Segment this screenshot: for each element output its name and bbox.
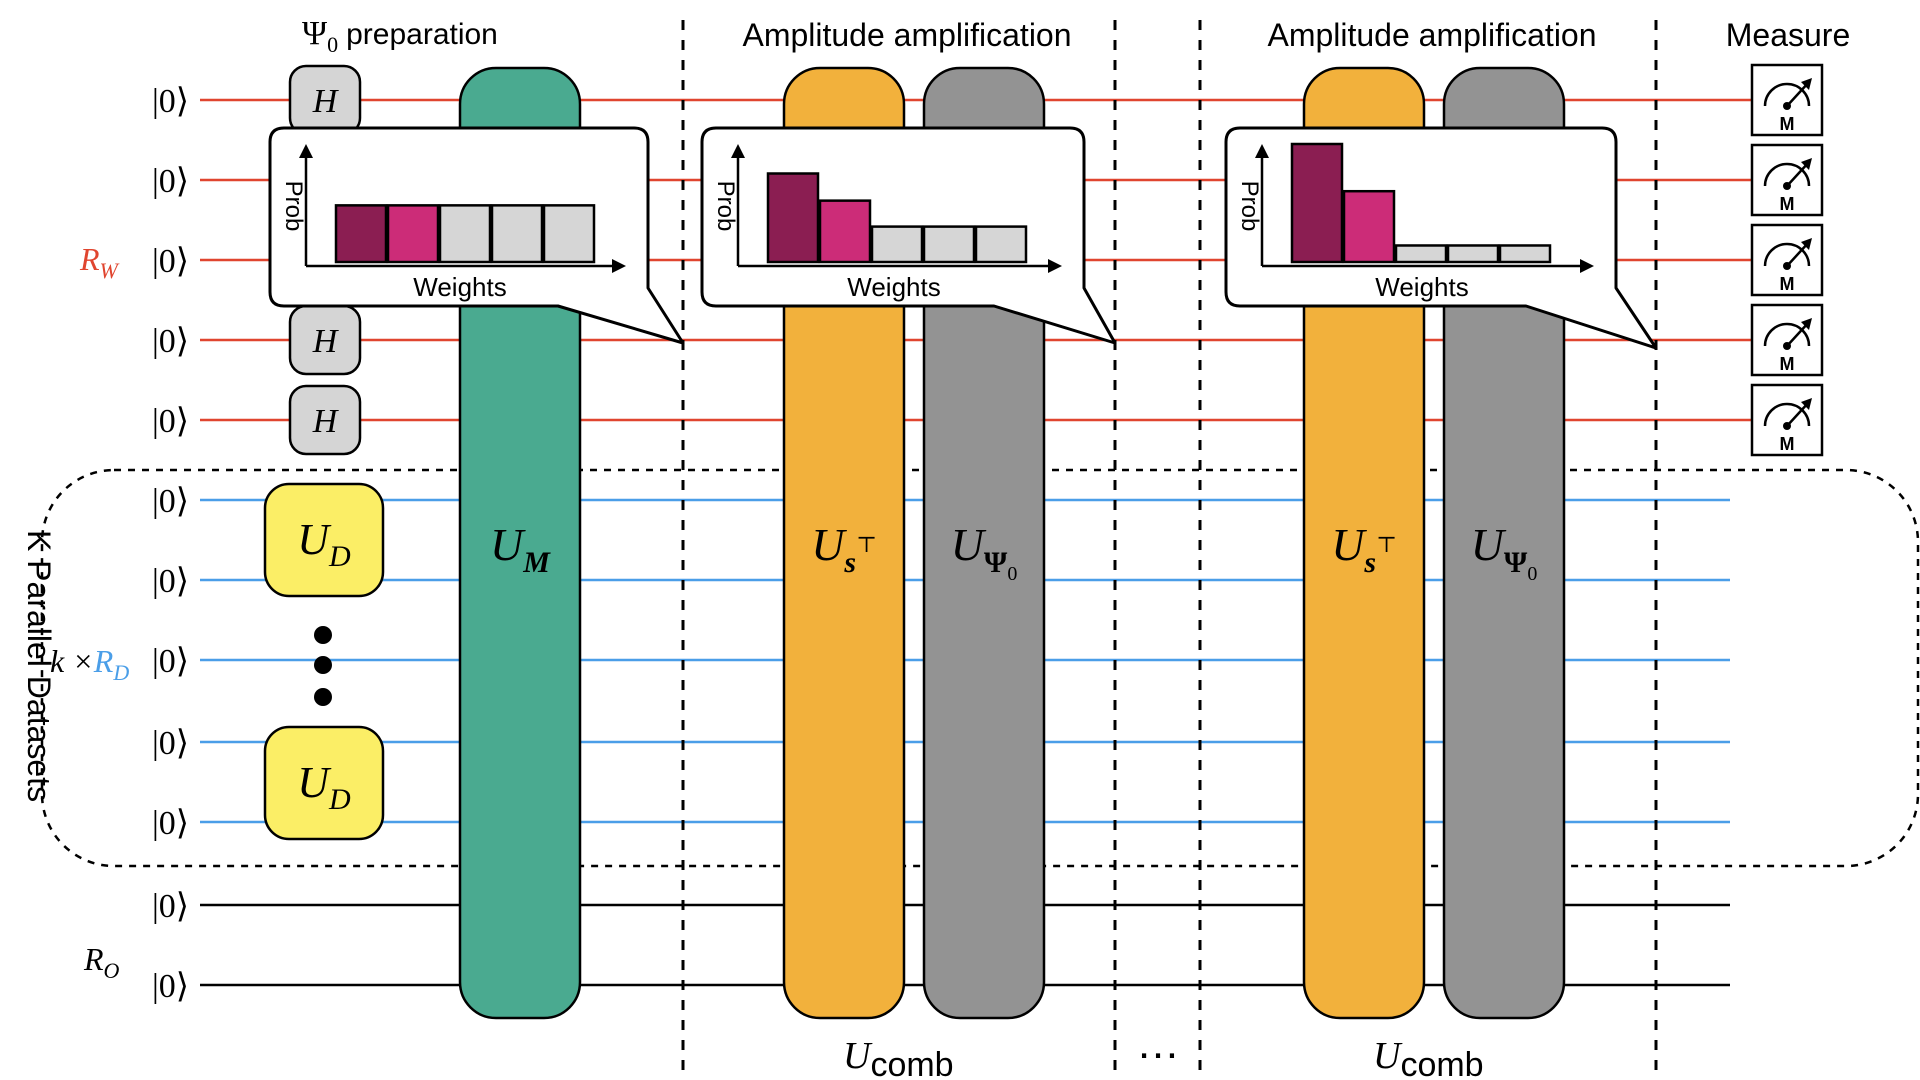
histogram-callout: Prob Weights	[268, 126, 685, 345]
svg-text:M: M	[1780, 274, 1795, 294]
measurement-meter-icon: M	[1750, 63, 1824, 137]
gate-label: Us⊤	[811, 519, 877, 579]
svg-text:M: M	[1780, 434, 1795, 454]
x-axis-label: Weights	[847, 272, 940, 302]
measurement-meter-icon: M	[1750, 383, 1824, 457]
histogram-bar	[542, 204, 596, 264]
register-label-rd: k ×RD	[50, 643, 129, 685]
histogram-bar	[1290, 142, 1344, 264]
y-axis-label: Prob	[1236, 181, 1263, 232]
ket-zero: |0⟩	[152, 888, 189, 925]
dot	[314, 656, 332, 674]
measurement-meter-icon: M	[1750, 223, 1824, 297]
measurement-meter-icon: M	[1750, 303, 1824, 377]
vertical-ellipsis-dots	[314, 626, 332, 706]
callouts: Prob Weights Prob Weights Prob Weights	[268, 126, 1658, 350]
amp-amplification-header-2: Amplitude amplification	[1267, 17, 1596, 53]
histogram-bar	[386, 204, 440, 264]
ket-zero: |0⟩	[152, 483, 189, 520]
ket-zero: |0⟩	[152, 563, 189, 600]
amp-amplification-header-1: Amplitude amplification	[742, 17, 1071, 53]
meters: M M M M M	[1750, 63, 1824, 457]
ket-zero: |0⟩	[152, 725, 189, 762]
histogram-bar	[1446, 244, 1500, 264]
histogram-bar	[1394, 244, 1448, 264]
measure-header: Measure	[1726, 17, 1851, 53]
gate-h: H	[288, 384, 362, 456]
small-gates: H H H UD UD	[263, 64, 385, 841]
measurement-meter-icon: M	[1750, 143, 1824, 217]
ket-zero: |0⟩	[152, 968, 189, 1005]
section-dividers	[681, 20, 1658, 1075]
y-axis-label: Prob	[712, 181, 739, 232]
register-label-ro: RO	[83, 941, 120, 983]
y-axis-label: Prob	[280, 181, 307, 232]
ket-zero: |0⟩	[152, 643, 189, 680]
histogram-bar	[870, 225, 924, 264]
gate-label: UΨ0	[1471, 519, 1538, 585]
ucomb-label-1: Ucomb	[843, 1035, 954, 1080]
histogram-bar	[438, 204, 492, 264]
histogram-bar	[766, 172, 820, 264]
x-axis-label: Weights	[1375, 272, 1468, 302]
gate-ud: UD	[263, 482, 385, 598]
svg-text:H: H	[312, 403, 340, 440]
gate-label: Us⊤	[1331, 519, 1397, 579]
gate-label: UM	[490, 519, 551, 579]
ket-zero: |0⟩	[152, 805, 189, 842]
histogram-callout: Prob Weights	[700, 126, 1117, 345]
ket-zero: |0⟩	[152, 83, 189, 120]
register-label-rw: RW	[79, 241, 120, 283]
dot	[314, 626, 332, 644]
histogram-bar	[1342, 189, 1396, 264]
histogram-bar	[818, 199, 872, 264]
dot	[314, 688, 332, 706]
gate-h: H	[288, 304, 362, 376]
ket-zero: |0⟩	[152, 403, 189, 440]
gate-label: UΨ0	[951, 519, 1018, 585]
svg-text:UD: UD	[297, 515, 351, 573]
gate-ud: UD	[263, 725, 385, 841]
psi-prep-header: Ψ0 preparation	[302, 15, 498, 57]
svg-text:M: M	[1780, 114, 1795, 134]
svg-text:H: H	[312, 323, 340, 360]
svg-text:UD: UD	[297, 758, 351, 816]
parallel-datasets-label: K Parallel Datasets	[21, 530, 57, 802]
kets: |0⟩ |0⟩ |0⟩ |0⟩ |0⟩ |0⟩ |0⟩ |0⟩ |0⟩ |0⟩ |0⟩ |0⟩	[152, 83, 189, 1005]
ket-zero: |0⟩	[152, 163, 189, 200]
ket-zero: |0⟩	[152, 323, 189, 360]
x-axis-label: Weights	[413, 272, 506, 302]
histogram-bar	[974, 225, 1028, 264]
svg-text:H: H	[312, 83, 340, 120]
svg-text:M: M	[1780, 194, 1795, 214]
histogram-bar	[922, 225, 976, 264]
histogram-bar	[490, 204, 544, 264]
histogram-bar	[1498, 244, 1552, 264]
histogram-callout: Prob Weights	[1224, 126, 1658, 350]
horizontal-ellipsis: …	[1136, 1019, 1180, 1068]
svg-text:M: M	[1780, 354, 1795, 374]
ket-zero: |0⟩	[152, 243, 189, 280]
ucomb-label-2: Ucomb	[1373, 1035, 1484, 1080]
histogram-bar	[334, 204, 388, 264]
gate-h: H	[288, 64, 362, 136]
